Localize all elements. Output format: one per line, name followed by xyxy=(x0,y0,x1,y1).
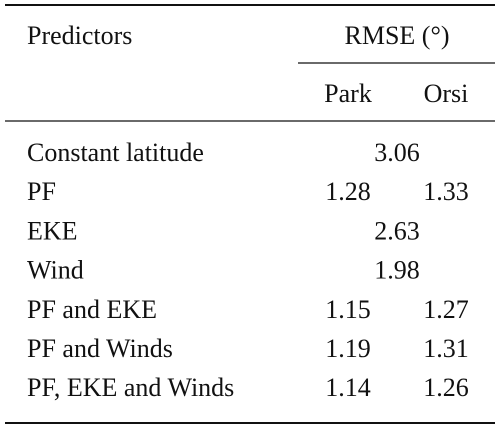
header-predictors: Predictors xyxy=(27,21,132,50)
row-label: PF xyxy=(27,177,56,206)
cell-value: 1.26 xyxy=(423,373,469,402)
cell-value: 1.15 xyxy=(325,295,371,324)
cell-value: 2.63 xyxy=(374,216,420,245)
header-rmse: RMSE (°) xyxy=(344,21,449,50)
cell-value: 1.14 xyxy=(325,373,371,402)
cell-value: 1.28 xyxy=(325,177,371,206)
cell-value: 1.19 xyxy=(325,334,371,363)
row-label: PF and Winds xyxy=(27,334,173,363)
row-label: EKE xyxy=(27,216,78,245)
cell-value: 1.98 xyxy=(374,256,420,285)
cell-value: 1.33 xyxy=(423,177,469,206)
cell-value: 1.27 xyxy=(423,295,469,324)
row-label: Wind xyxy=(27,256,84,285)
cell-value: 1.31 xyxy=(423,334,469,363)
header-park: Park xyxy=(324,79,372,108)
header-orsi: Orsi xyxy=(424,79,469,108)
row-label: PF, EKE and Winds xyxy=(27,373,234,402)
row-label: PF and EKE xyxy=(27,295,157,324)
cell-value: 3.06 xyxy=(374,138,420,167)
row-label: Constant latitude xyxy=(27,138,204,167)
